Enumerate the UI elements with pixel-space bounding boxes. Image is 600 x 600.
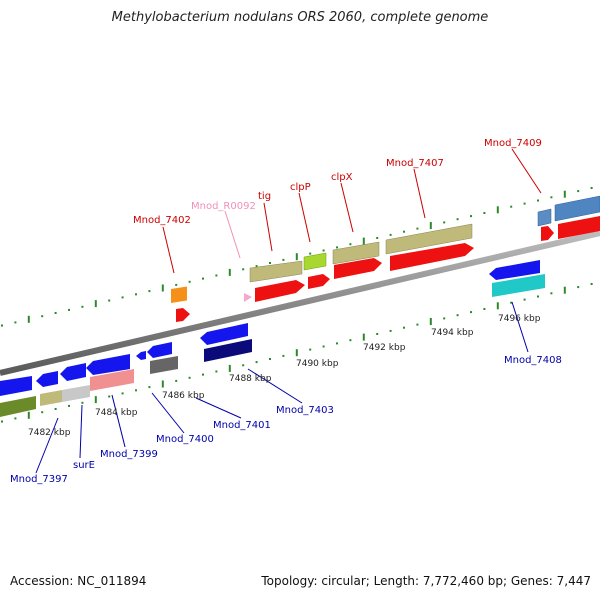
lower-gene-labels: Mnod_7397 surE Mnod_7399 Mnod_7400 Mnod_… — [10, 355, 562, 485]
scale-label-7494: 7494 kbp — [431, 328, 474, 338]
gene-surE — [36, 371, 58, 387]
gene-7409-ortholog-a — [537, 208, 552, 227]
label-clpP: clpP — [290, 182, 311, 193]
gene-7409 — [541, 226, 554, 241]
accession-text: Accession: NC_011894 — [10, 574, 147, 588]
scale-label-7496: 7496 kbp — [498, 314, 541, 324]
callout-lines — [35, 148, 542, 474]
label-clpX: clpX — [331, 172, 353, 183]
gene-tig — [255, 280, 305, 302]
label-Mnod_7401: Mnod_7401 — [213, 420, 271, 431]
label-Mnod_7400: Mnod_7400 — [156, 434, 214, 445]
label-Mnod_7408: Mnod_7408 — [504, 355, 562, 366]
gene-7408-ortholog — [492, 274, 545, 297]
gene-R0092 — [244, 293, 252, 302]
reverse-strand-genes — [0, 260, 545, 417]
gene-7407 — [390, 243, 474, 271]
scale-label-7488: 7488 kbp — [229, 374, 272, 384]
gene-7403 — [200, 323, 248, 345]
label-Mnod_7397: Mnod_7397 — [10, 474, 68, 485]
gene-tig-ortholog — [249, 260, 303, 283]
gene-7403-ortholog — [204, 339, 252, 362]
label-surE: surE — [73, 460, 95, 471]
genome-summary-text: Topology: circular; Length: 7,772,460 bp… — [261, 574, 591, 588]
gene-7399b — [136, 351, 146, 360]
label-Mnod_7407: Mnod_7407 — [386, 158, 444, 169]
tick-tracks — [1, 187, 593, 423]
gene-7409-ortholog-b — [554, 195, 600, 222]
gene-7408 — [489, 260, 540, 280]
label-Mnod_7403: Mnod_7403 — [276, 405, 334, 416]
gene-7399 — [86, 354, 130, 375]
genome-backbone — [0, 230, 600, 376]
scale-labels: 7482 kbp 7484 kbp 7486 kbp 7488 kbp 7490… — [28, 314, 541, 438]
gene-7400-ortholog — [150, 356, 178, 374]
label-Mnod_7402: Mnod_7402 — [133, 215, 191, 226]
scale-label-7486: 7486 kbp — [162, 391, 205, 401]
forward-strand-genes — [171, 195, 600, 322]
upper-gene-labels: Mnod_7402 Mnod_R0092 tig clpP clpX Mnod_… — [133, 138, 542, 226]
gene-7409-next — [558, 216, 600, 239]
scale-label-7484: 7484 kbp — [95, 408, 138, 418]
map-title: Methylobacterium nodulans ORS 2060, comp… — [111, 10, 489, 25]
label-tig: tig — [258, 191, 271, 202]
gene-7398 — [60, 363, 86, 381]
scale-label-7490: 7490 kbp — [296, 359, 339, 369]
gene-clpP — [308, 274, 330, 289]
gene-7402-ortholog — [171, 286, 187, 304]
gene-7400 — [147, 342, 172, 358]
scale-label-7492: 7492 kbp — [363, 343, 406, 353]
gene-7407-ortholog — [385, 223, 473, 255]
gene-clpP-ortholog — [303, 252, 327, 271]
gene-7397-ortholog — [0, 396, 36, 417]
gene-surE-ortholog — [40, 390, 62, 406]
gene-7398-ortholog — [62, 385, 90, 402]
label-Mnod_7409: Mnod_7409 — [484, 138, 542, 149]
label-Mnod_7399: Mnod_7399 — [100, 449, 158, 460]
gene-7399-ortholog — [90, 369, 134, 391]
gene-7397 — [0, 376, 32, 396]
gene-clpX-ortholog — [332, 241, 380, 265]
label-Mnod_R0092: Mnod_R0092 — [191, 201, 256, 212]
gene-7402 — [176, 308, 190, 322]
gene-clpX — [334, 258, 382, 279]
scale-label-7482: 7482 kbp — [28, 428, 71, 438]
